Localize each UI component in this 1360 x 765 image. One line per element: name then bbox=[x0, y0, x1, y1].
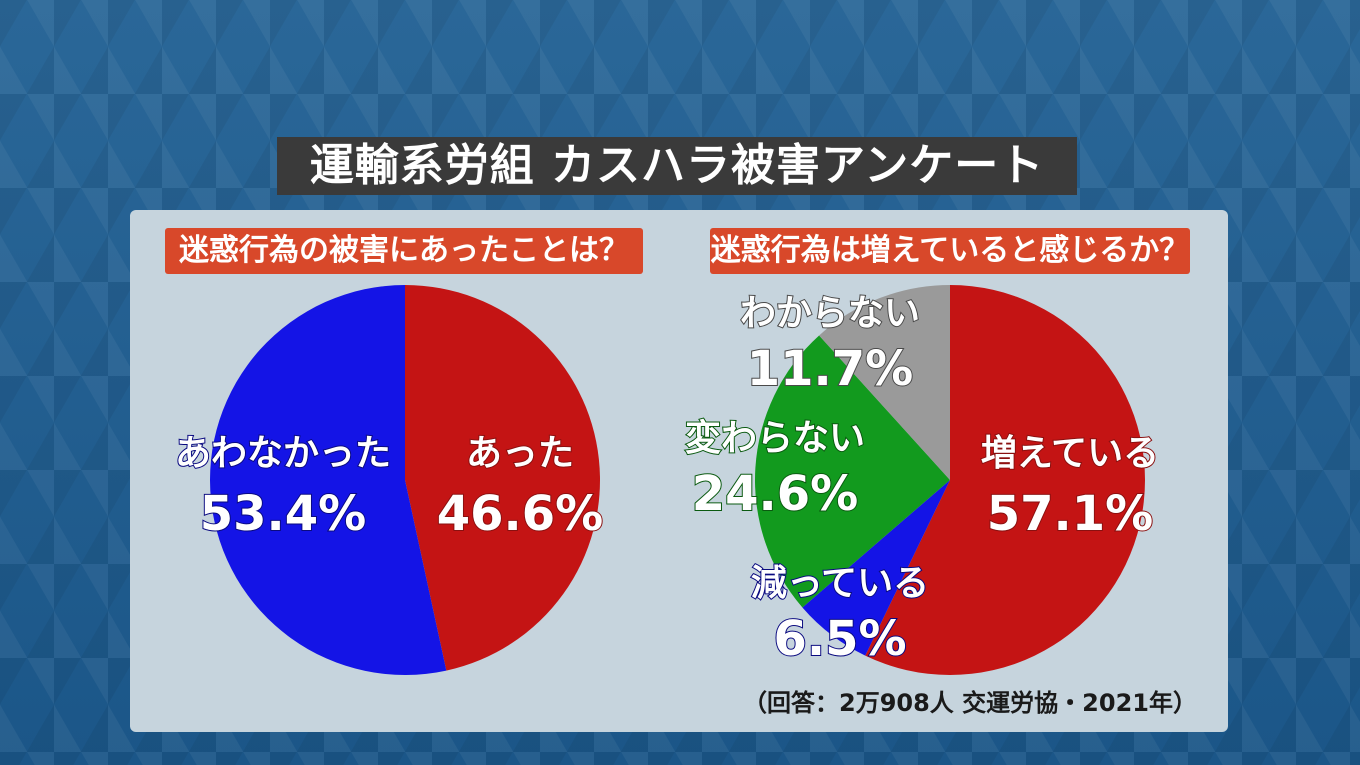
chart2-slice-0 bbox=[865, 285, 1145, 675]
chart2-slice-2 bbox=[755, 335, 950, 608]
chart1-slice-1 bbox=[209, 285, 447, 675]
chart2-slice-0-value: 57.1% bbox=[987, 486, 1154, 542]
chart2-slice-3 bbox=[819, 285, 950, 480]
chart2-slice-1 bbox=[802, 480, 950, 656]
chart1-slice-0-label: あった bbox=[466, 433, 574, 474]
chart2-slice-1-label: 減っている bbox=[751, 563, 929, 604]
chart1-title: 迷惑行為の被害にあったことは？ bbox=[165, 228, 643, 274]
chart2-slice-3-label: わからない bbox=[740, 293, 920, 334]
chart2-slice-2-value: 24.6% bbox=[692, 466, 859, 522]
chart2-title: 迷惑行為は増えていると感じるか？ bbox=[710, 228, 1190, 274]
page-title: 運輸系労組 カスハラ被害アンケート bbox=[277, 137, 1077, 195]
chart2-slice-2-label: 変わらない bbox=[685, 417, 865, 459]
chart2-slice-0-label: 増えている bbox=[981, 433, 1159, 474]
chart2-slice-1-value: 6.5% bbox=[773, 611, 906, 667]
source-note: （回答：2万908人 交運労協・2021年） bbox=[743, 689, 1197, 717]
chart1-slice-1-label: あわなかった bbox=[175, 433, 391, 474]
chart1-slice-0-value: 46.6% bbox=[437, 486, 604, 542]
chart2-slice-3-value: 11.7% bbox=[747, 341, 914, 397]
chart1-slice-0 bbox=[405, 285, 600, 671]
chart1-slice-1-value: 53.4% bbox=[200, 486, 367, 542]
